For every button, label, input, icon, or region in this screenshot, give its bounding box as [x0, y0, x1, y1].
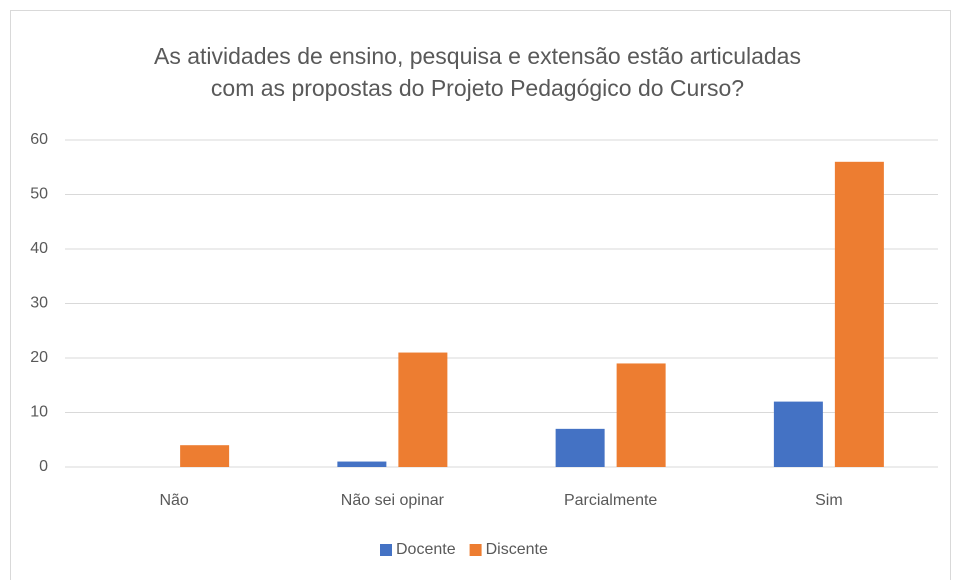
legend-label: Docente: [396, 541, 456, 558]
bar: [180, 445, 230, 467]
y-tick-label: 40: [30, 240, 48, 257]
y-tick-label: 10: [30, 404, 48, 421]
chart-border: [10, 10, 951, 580]
bar: [773, 401, 823, 467]
bar: [555, 428, 605, 467]
legend-swatch: [469, 544, 482, 556]
legend-swatch: [380, 544, 392, 556]
y-tick-label: 20: [30, 349, 48, 366]
chart-title-box: As atividades de ensino, pesquisa e exte…: [0, 40, 955, 104]
bar: [337, 461, 387, 467]
bar: [616, 363, 666, 467]
chart-title: As atividades de ensino, pesquisa e exte…: [154, 43, 801, 101]
x-tick-label: Não sei opinar: [341, 492, 445, 509]
bar: [834, 161, 884, 468]
y-tick-label: 50: [30, 186, 48, 203]
x-tick-label: Não: [159, 492, 188, 509]
y-tick-label: 30: [30, 295, 48, 312]
bar: [398, 352, 448, 467]
x-tick-label: Parcialmente: [564, 492, 657, 509]
y-tick-label: 60: [30, 131, 48, 148]
x-tick-label: Sim: [815, 492, 843, 509]
y-tick-label: 0: [39, 458, 48, 475]
legend-label: Discente: [486, 541, 548, 558]
